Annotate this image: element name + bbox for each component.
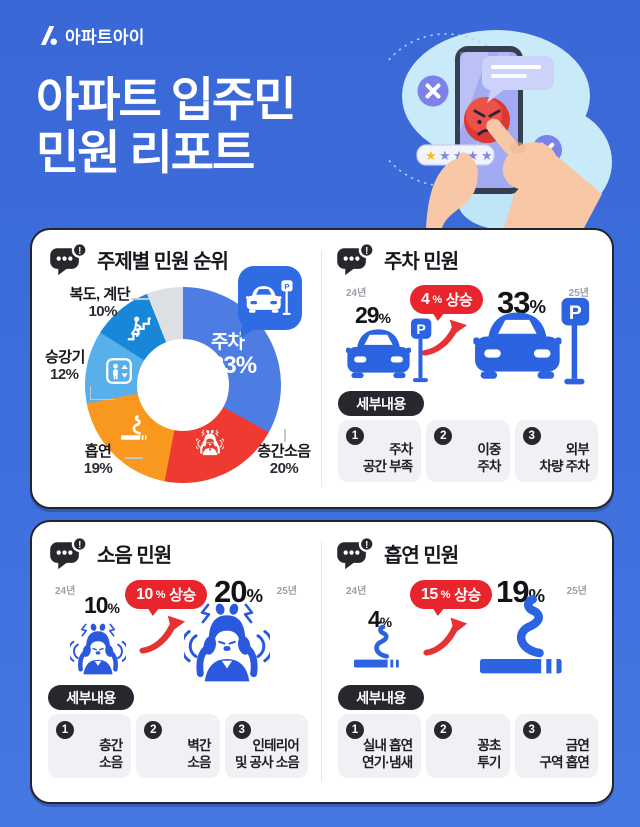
details-badge: 세부내용 (338, 391, 424, 416)
dismiss-x-icon (417, 75, 449, 107)
smoking-items: 1 실내 흡연 연기·냄새 2 꽁초 투기 3 금연 구역 흡연 (338, 714, 598, 778)
star-icon: ★ (481, 148, 493, 163)
card-divider (321, 542, 322, 782)
pointing-hand (486, 118, 602, 228)
year-prev: 24년 (346, 586, 367, 597)
details-badge: 세부내용 (338, 685, 424, 710)
year-curr: 25년 (566, 586, 587, 597)
brand-logo-icon (40, 25, 57, 46)
noise-rise-badge: 10% 상승 (125, 580, 207, 609)
car-large-icon (472, 296, 594, 388)
donut-label-parking: 주차 33% (211, 332, 257, 379)
donut-label-smoking: 흡연 19% (83, 443, 113, 478)
page-title-line1: 아파트 입주민 (36, 73, 296, 126)
list-item: 3 외부 차량 주차 (514, 420, 598, 482)
section-smoking: 흡연 민원 24년 25년 4% 15% 상승 19% 세부내용 1 실내 흡연 연… (322, 522, 611, 802)
noise-header: 소음 민원 (50, 536, 172, 570)
brand-logo: 아파트아이 (38, 23, 145, 48)
list-item: 1 층간 소음 (48, 714, 132, 778)
alert-bubble-icon (50, 242, 88, 276)
year-prev: 24년 (55, 586, 76, 597)
alert-bubble-icon (337, 536, 375, 570)
list-item: 2 벽간 소음 (136, 714, 220, 778)
alert-bubble-icon (50, 536, 88, 570)
topics-header: 주제별 민원 순위 (50, 242, 229, 276)
card-divider (321, 250, 322, 487)
chat-bubble-icon (482, 56, 554, 103)
noise-person-icon (196, 428, 224, 456)
page-title: 아파트 입주민 민원 리포트 (36, 73, 296, 179)
rise-arrow-icon (138, 614, 188, 654)
smoking-rise-badge: 15% 상승 (410, 580, 492, 609)
star-icon: ★ (439, 148, 451, 163)
noise-person-large-icon (184, 598, 270, 684)
parking-header: 주차 민원 (337, 242, 459, 276)
brand-name: 아파트아이 (65, 28, 145, 47)
donut-hole (137, 339, 229, 431)
elevator-icon (106, 358, 132, 384)
page-title-line2: 민원 리포트 (36, 125, 255, 179)
year-curr: 25년 (568, 288, 589, 299)
leader-line (132, 298, 149, 300)
noise-heading: 소음 민원 (97, 544, 172, 567)
cigarette-icon (121, 415, 153, 441)
noise-curr-pct: 20% (214, 574, 263, 609)
hero-illustration: ★ ★ ★ ★ ★ (388, 30, 612, 228)
section-parking: 주차 민원 24년 25년 29% 4% 상승 33% 세부내용 1 주차 공간 부… (322, 230, 611, 507)
donut-label-corridor: 복도, 계단 10% (69, 286, 130, 321)
smoking-header: 흡연 민원 (337, 536, 459, 570)
donut-label-floor-noise: 층간소음 20% (257, 443, 311, 478)
list-item: 1 주차 공간 부족 (338, 420, 422, 482)
leader-line (284, 429, 286, 442)
car-parking-sign-icon (246, 279, 294, 317)
section-topics: 주제별 민원 순위 주차 33% 복도, 계단 10% 승강기 12% 흡연 (32, 230, 321, 507)
parking-bubble-icon (238, 266, 302, 330)
rise-arrow-icon (422, 616, 470, 656)
topics-donut: 주차 33% (85, 287, 281, 483)
topics-heading: 주제별 민원 순위 (97, 250, 229, 273)
list-item: 3 금연 구역 흡연 (514, 714, 598, 778)
parking-prev-pct: 29% (355, 302, 391, 328)
noise-person-small-icon (70, 620, 126, 676)
parking-items: 1 주차 공간 부족 2 이중 주차 3 외부 차량 주차 (338, 420, 598, 482)
details-badge: 세부내용 (48, 685, 134, 710)
list-item: 1 실내 흡연 연기·냄새 (338, 714, 422, 778)
list-item: 2 이중 주차 (426, 420, 510, 482)
donut-label-elevator: 승강기 12% (45, 349, 85, 384)
alert-bubble-icon (337, 242, 375, 276)
parking-rise-badge: 4% 상승 (410, 285, 484, 314)
star-filled-icon: ★ (425, 148, 437, 163)
parking-heading: 주차 민원 (384, 250, 459, 273)
car-small-icon (346, 316, 434, 386)
smoking-heading: 흡연 민원 (384, 544, 459, 567)
year-prev: 24년 (346, 288, 367, 299)
noise-items: 1 층간 소음 2 벽간 소음 3 인테리어 및 공사 소음 (48, 714, 308, 778)
leader-line (90, 386, 115, 400)
card-noise-smoking: 소음 민원 24년 25년 10% 10% 상승 20% 세부내용 1 층간 소음 … (30, 520, 614, 804)
cigarette-small-icon (354, 624, 410, 670)
leader-line (125, 457, 143, 459)
card-topics-parking: 주제별 민원 순위 주차 33% 복도, 계단 10% 승강기 12% 흡연 (30, 228, 614, 509)
list-item: 2 꽁초 투기 (426, 714, 510, 778)
noise-prev-pct: 10% (84, 592, 120, 618)
cigarette-large-icon (480, 592, 582, 680)
list-item: 3 인테리어 및 공사 소음 (224, 714, 308, 778)
year-curr: 25년 (276, 586, 297, 597)
holding-hand (426, 152, 478, 228)
star-icon: ★ (467, 148, 479, 163)
section-noise: 소음 민원 24년 25년 10% 10% 상승 20% 세부내용 1 층간 소음 … (32, 522, 321, 802)
